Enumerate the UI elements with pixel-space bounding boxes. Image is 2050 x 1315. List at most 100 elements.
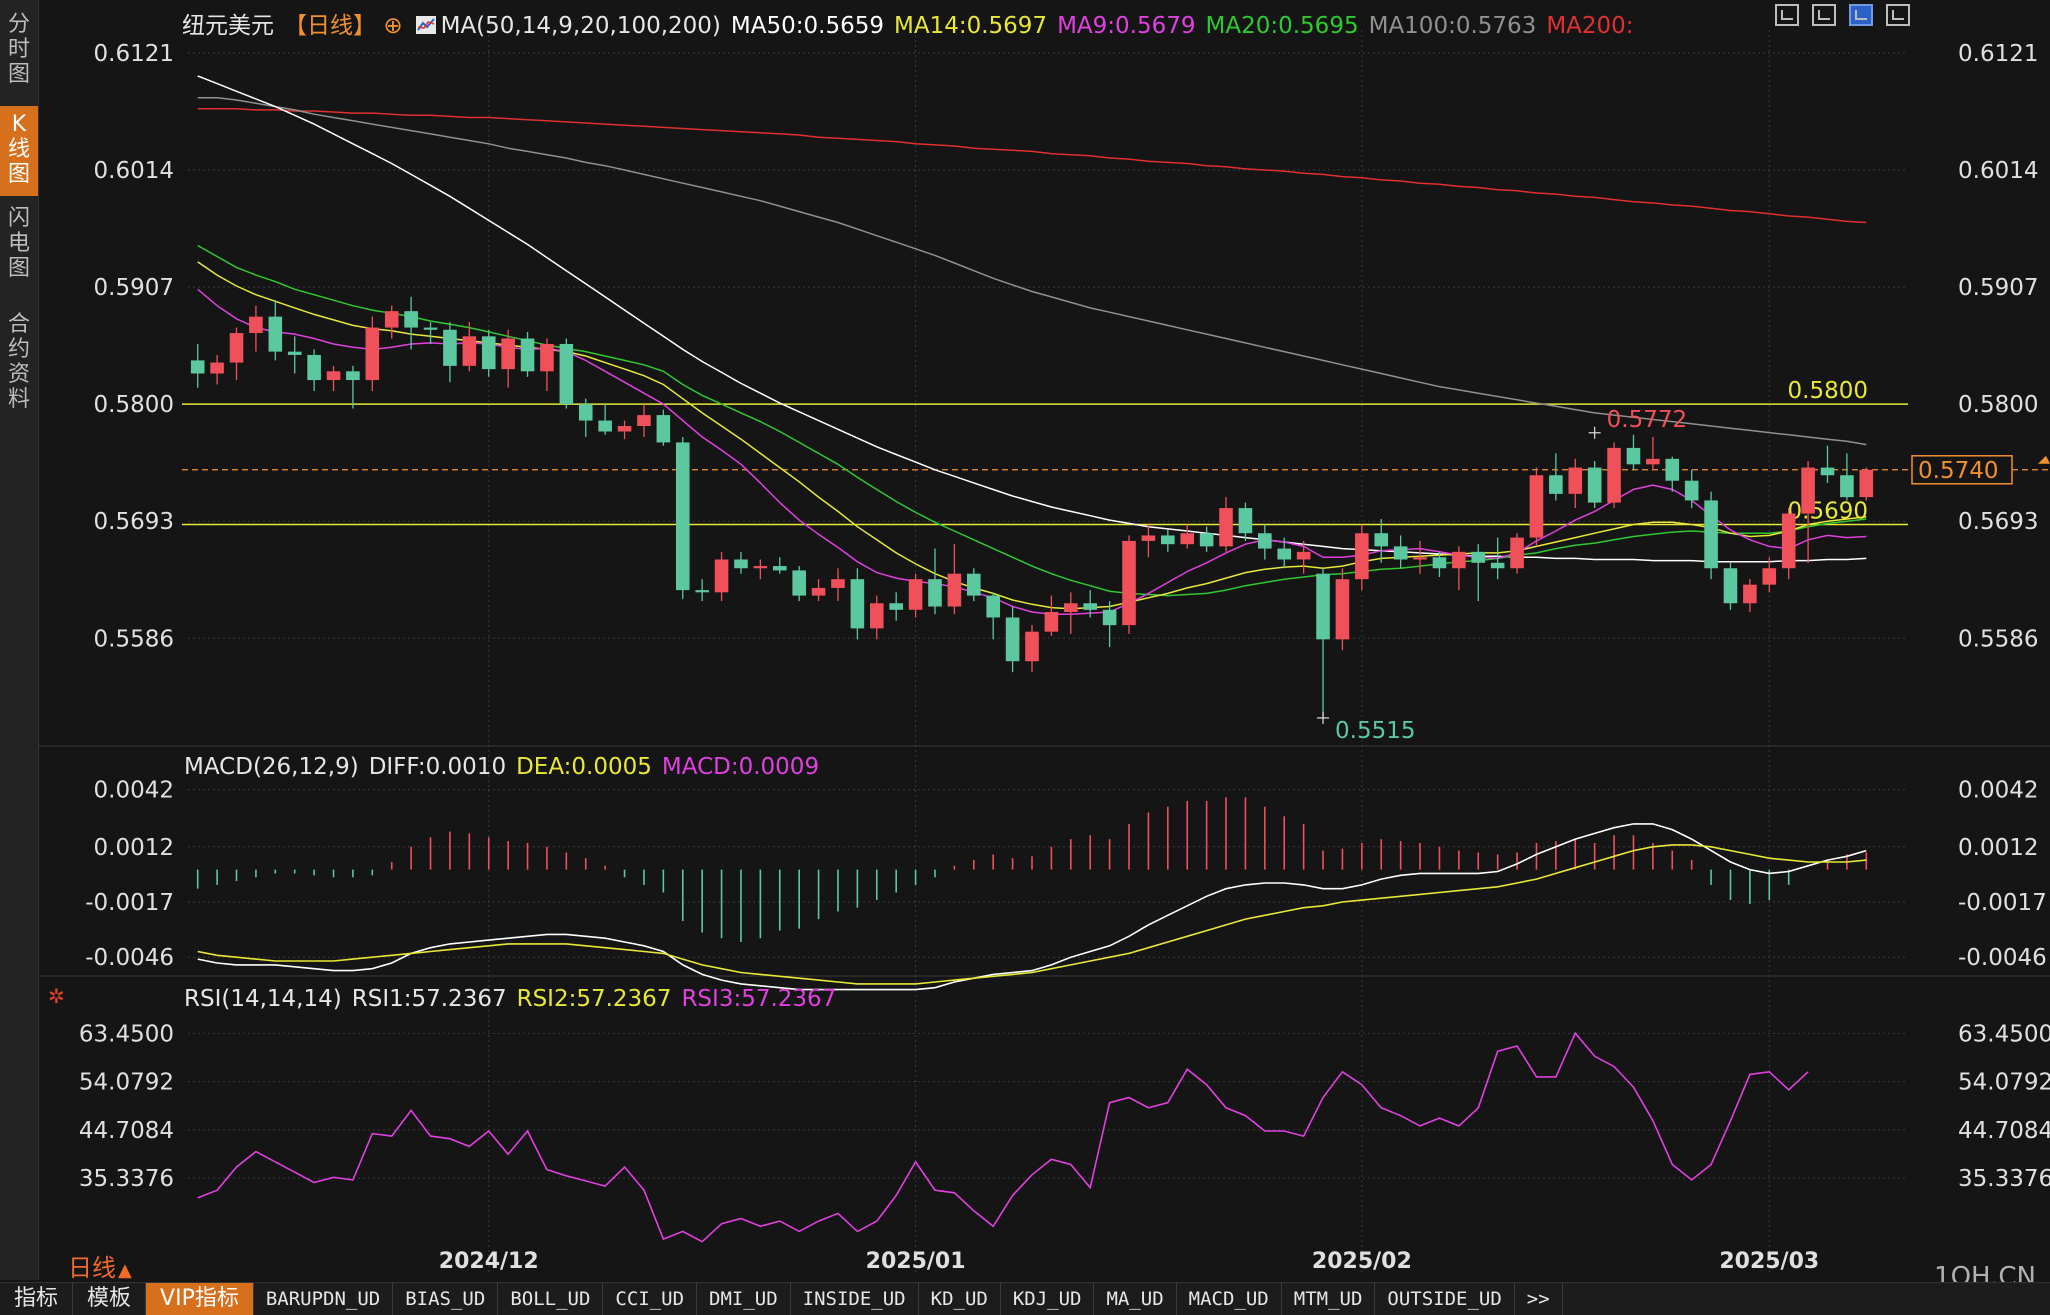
candle bbox=[210, 362, 224, 374]
y-tick-label-right: 0.5800 bbox=[1958, 392, 2038, 418]
x-date-label: 2025/02 bbox=[1312, 1249, 1412, 1274]
indicator-tab-15[interactable]: >> bbox=[1515, 1283, 1563, 1315]
ma-value-0: MA50:0.5659 bbox=[730, 13, 884, 39]
indicator-tab-5[interactable]: BOLL_UD bbox=[498, 1283, 604, 1315]
candle bbox=[404, 311, 418, 328]
candle bbox=[229, 333, 244, 363]
indicator-tab-1[interactable]: 模板 bbox=[73, 1283, 147, 1315]
period-tag[interactable]: 【日线】 bbox=[284, 13, 376, 39]
indicator-tab-8[interactable]: INSIDE_UD bbox=[791, 1283, 919, 1315]
candle bbox=[792, 570, 806, 596]
rsi-rsi3: RSI3:57.2367 bbox=[681, 986, 837, 1012]
candle bbox=[1374, 533, 1389, 547]
ma-chart-icon[interactable] bbox=[415, 15, 437, 35]
indicator-tab-3[interactable]: BARUPDN_UD bbox=[254, 1283, 394, 1315]
chart-toolbar bbox=[1767, 4, 1910, 30]
ma-line-ma200 bbox=[197, 108, 1867, 224]
indicator-tab-9[interactable]: KD_UD bbox=[919, 1283, 1001, 1315]
rsi-rsi1: RSI1:57.2367 bbox=[351, 986, 507, 1012]
x-date-label: 2025/03 bbox=[1719, 1249, 1819, 1274]
candle bbox=[928, 579, 942, 607]
candle bbox=[1219, 508, 1233, 547]
candle bbox=[1355, 533, 1369, 580]
candle bbox=[617, 426, 632, 432]
indicator-tab-7[interactable]: DMI_UD bbox=[697, 1283, 791, 1315]
candle bbox=[753, 566, 768, 569]
ma-line-ma20 bbox=[197, 244, 1867, 597]
candle bbox=[1161, 535, 1175, 545]
line-chart-icon[interactable] bbox=[1848, 4, 1873, 26]
candle bbox=[695, 590, 709, 593]
candle bbox=[1335, 579, 1350, 640]
candle bbox=[967, 573, 981, 596]
indicator-bar: 指标 模板 VIP指标 BARUPDN_UD BIAS_UD BOLL_UD CCI_UD D… bbox=[0, 1282, 2050, 1315]
candle bbox=[1471, 551, 1486, 563]
rsi-line bbox=[197, 1031, 1809, 1243]
y-tick-label-right: 0.0012 bbox=[1958, 835, 2038, 861]
candle bbox=[1510, 537, 1524, 569]
split-view-icon[interactable] bbox=[1811, 4, 1836, 26]
candle bbox=[734, 559, 748, 569]
ma-value-1: MA14:0.5697 bbox=[893, 13, 1048, 39]
candle bbox=[268, 316, 283, 352]
candle bbox=[1102, 609, 1117, 626]
candle bbox=[1587, 467, 1602, 503]
indicator-tab-0[interactable]: 指标 bbox=[0, 1283, 74, 1315]
candle bbox=[1452, 551, 1466, 569]
chart-canvas[interactable]: 0.6121 0.6121 0.6014 0.6014 0.5907 0.5907 0.58… bbox=[38, 0, 2050, 1282]
y-tick-label-left: 0.6121 bbox=[94, 41, 174, 67]
candle bbox=[1393, 546, 1408, 560]
y-tick-label-right: 54.0792 bbox=[1958, 1070, 2050, 1096]
settings-icon[interactable]: ✲ bbox=[48, 984, 65, 1008]
y-tick-label-left: 0.5586 bbox=[94, 626, 174, 652]
last-price-box bbox=[1911, 455, 2013, 485]
candle bbox=[1064, 603, 1078, 613]
indicator-tab-10[interactable]: KDJ_UD bbox=[1001, 1283, 1095, 1315]
candle bbox=[1296, 551, 1311, 560]
ma-value-3: MA20:0.5695 bbox=[1205, 13, 1359, 39]
period-selector[interactable]: 日线 ▲ bbox=[68, 1248, 132, 1283]
candle bbox=[1432, 557, 1447, 569]
plus-circle-icon[interactable]: ⊕ bbox=[383, 13, 403, 39]
candle bbox=[1743, 584, 1757, 604]
indicator-tab-4[interactable]: BIAS_UD bbox=[393, 1283, 499, 1315]
macd-title: MACD(26,12,9) bbox=[184, 754, 359, 780]
indicator-tab-13[interactable]: MTM_UD bbox=[1282, 1283, 1376, 1315]
indicator-tab-14[interactable]: OUTSIDE_UD bbox=[1375, 1283, 1515, 1315]
ma-value-5: MA200: bbox=[1546, 13, 1634, 39]
ma-value-2: MA9:0.5679 bbox=[1057, 13, 1196, 39]
candle bbox=[559, 343, 574, 405]
indicator-tab-6[interactable]: CCI_UD bbox=[603, 1283, 698, 1315]
indicator-tab-11[interactable]: MA_UD bbox=[1094, 1283, 1177, 1315]
candle bbox=[443, 329, 457, 366]
candle bbox=[249, 316, 263, 334]
y-tick-label-left: -0.0017 bbox=[85, 890, 174, 916]
candle bbox=[869, 603, 884, 629]
candle bbox=[1568, 467, 1583, 494]
sidebar-tab-0[interactable]: 分时图 bbox=[7, 12, 30, 87]
candle bbox=[986, 595, 1000, 618]
y-tick-label-right: 0.6121 bbox=[1958, 41, 2038, 67]
y-tick-label-right: 0.0042 bbox=[1958, 778, 2038, 804]
sidebar-tab-3[interactable]: 合约资料 bbox=[7, 312, 30, 412]
horizontal-line-label: 0.5800 bbox=[1788, 378, 1868, 404]
candle bbox=[1258, 533, 1272, 549]
candle bbox=[1820, 467, 1835, 476]
last-price-label: 0.5740 bbox=[1918, 458, 1998, 484]
sidebar-tab-2[interactable]: 闪电图 bbox=[7, 206, 30, 281]
indicator-tab-2[interactable]: VIP指标 bbox=[146, 1283, 254, 1315]
y-tick-label-left: 35.3376 bbox=[79, 1166, 174, 1192]
expand-icon[interactable] bbox=[1886, 4, 1910, 26]
layout-icon[interactable] bbox=[1774, 4, 1799, 26]
y-tick-label-left: 0.5800 bbox=[94, 392, 174, 418]
candle bbox=[1549, 475, 1563, 494]
candle bbox=[1490, 562, 1505, 569]
indicator-tab-12[interactable]: MACD_UD bbox=[1177, 1283, 1282, 1315]
candle bbox=[1083, 603, 1097, 610]
candle bbox=[1665, 458, 1680, 481]
candle bbox=[1199, 533, 1214, 547]
last-price-marker bbox=[2038, 455, 2050, 464]
candle bbox=[1238, 508, 1253, 534]
